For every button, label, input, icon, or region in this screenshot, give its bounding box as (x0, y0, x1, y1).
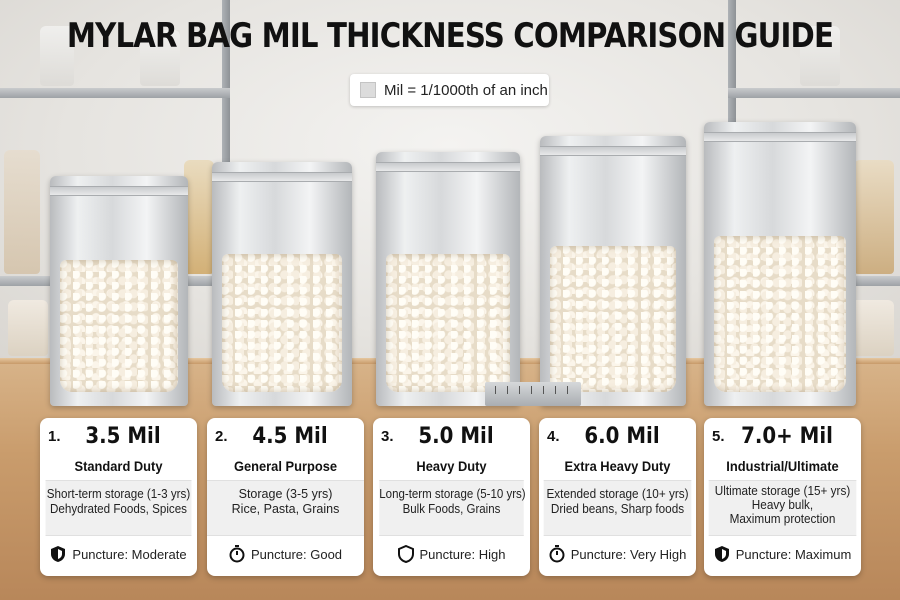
storage-foods: Rice, Pasta, Grains (231, 502, 340, 516)
jar (8, 300, 48, 356)
puncture-rating: Puncture: Good (207, 540, 364, 568)
shelf-right-upper (728, 88, 900, 98)
storage-duration: Short-term storage (1-3 yrs) (46, 487, 191, 501)
page-title: MYLAR BAG MIL THICKNESS COMPARISON GUIDE (66, 16, 834, 56)
puncture-rating: Puncture: High (373, 540, 530, 568)
jar (184, 160, 214, 274)
unit-definition: Mil = 1/1000th of an inch (350, 74, 549, 106)
stopwatch-icon (229, 545, 245, 563)
storage-duration: Storage (3-5 yrs) (238, 487, 333, 501)
puncture-rating: Puncture: Very High (539, 540, 696, 568)
storage-foods: Bulk Foods, Grains (402, 502, 501, 516)
mil-rating: 5.0 Mil (418, 424, 494, 449)
storage-note: Maximum protection (729, 512, 836, 526)
jar (854, 160, 894, 274)
duty-level: Extra Heavy Duty (564, 458, 671, 474)
puncture-rating: Puncture: Moderate (40, 540, 197, 568)
jar (140, 30, 180, 86)
puncture-label: Puncture: Good (250, 546, 343, 562)
jar (4, 150, 40, 274)
storage-description: Ultimate storage (15+ yrs) Heavy bulk, M… (708, 480, 857, 536)
zip-seal (376, 162, 520, 172)
puncture-label: Puncture: High (419, 546, 506, 562)
card-number: 2. (215, 428, 228, 445)
card-number: 3. (381, 428, 394, 445)
duty-level: Industrial/Ultimate (726, 458, 839, 474)
duty-level: General Purpose (233, 458, 338, 474)
puncture-rating: Puncture: Maximum (704, 540, 861, 568)
storage-duration: Ultimate storage (15+ yrs) (714, 484, 851, 498)
beans (550, 246, 676, 392)
duty-level: Heavy Duty (416, 458, 487, 474)
shelf-left-upper (0, 88, 230, 98)
shield-icon (397, 545, 414, 563)
puncture-label: Puncture: Very High (570, 546, 687, 562)
puncture-label: Puncture: Moderate (72, 546, 187, 562)
zip-seal (540, 146, 686, 156)
mil-rating: 6.0 Mil (584, 424, 660, 449)
mylar-bag-7-0-mil (704, 122, 856, 406)
storage-description: Short-term storage (1-3 yrs) Dehydrated … (45, 480, 192, 536)
mil-rating: 4.5 Mil (252, 424, 328, 449)
storage-description: Long-term storage (5-10 yrs) Bulk Foods,… (379, 480, 526, 536)
card-number: 5. (712, 428, 725, 445)
unit-definition-text: Mil = 1/1000th of an inch (384, 81, 548, 99)
puncture-label: Puncture: Maximum (735, 546, 852, 562)
beans (714, 236, 846, 392)
zip-seal (212, 172, 352, 182)
shield-icon (51, 546, 66, 562)
jar (850, 300, 894, 356)
storage-foods: Dehydrated Foods, Spices (49, 502, 188, 516)
mylar-bag-3-5-mil (50, 176, 188, 406)
card-number: 4. (547, 428, 560, 445)
card-4-5-mil: 2. 4.5 Mil General Purpose Storage (3-5 … (207, 418, 364, 576)
measuring-ruler (485, 382, 581, 406)
card-7-0-mil: 5. 7.0+ Mil Industrial/Ultimate Ultimate… (704, 418, 861, 576)
beans (222, 254, 342, 392)
swatch-icon (360, 82, 376, 98)
mylar-bag-6-0-mil (540, 136, 686, 406)
storage-description: Extended storage (10+ yrs) Dried beans, … (543, 480, 692, 536)
mil-rating: 3.5 Mil (85, 424, 161, 449)
zip-seal (704, 132, 856, 142)
storage-foods: Dried beans, Sharp foods (550, 502, 685, 516)
shield-icon (714, 546, 729, 562)
duty-level: Standard Duty (74, 458, 163, 474)
zip-seal (50, 186, 188, 196)
card-5-0-mil: 3. 5.0 Mil Heavy Duty Long-term storage … (373, 418, 530, 576)
jar (800, 26, 840, 86)
card-6-0-mil: 4. 6.0 Mil Extra Heavy Duty Extended sto… (539, 418, 696, 576)
beans (386, 254, 510, 392)
storage-duration: Long-term storage (5-10 yrs) (379, 487, 526, 501)
mylar-bag-5-0-mil (376, 152, 520, 406)
stopwatch-icon (549, 545, 565, 563)
storage-duration: Extended storage (10+ yrs) (546, 487, 689, 501)
storage-foods: Heavy bulk, (751, 498, 814, 512)
beans (60, 260, 178, 392)
mylar-bag-4-5-mil (212, 162, 352, 406)
mil-rating: 7.0+ Mil (741, 424, 833, 449)
jar (40, 26, 74, 86)
storage-description: Storage (3-5 yrs) Rice, Pasta, Grains (207, 480, 364, 536)
card-number: 1. (48, 428, 61, 445)
card-3-5-mil: 1. 3.5 Mil Standard Duty Short-term stor… (40, 418, 197, 576)
